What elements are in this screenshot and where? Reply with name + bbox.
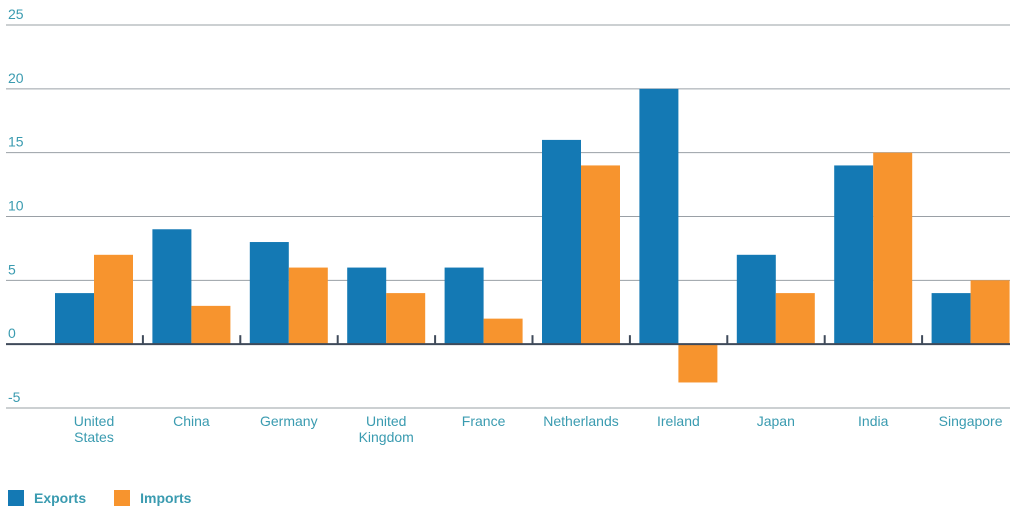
- bar-exports: [347, 267, 387, 345]
- x-tick-label: France: [462, 413, 506, 429]
- y-tick-label: -5: [8, 389, 21, 405]
- bar-exports: [931, 293, 971, 345]
- legend-label-imports: Imports: [140, 490, 192, 506]
- y-tick-label: 15: [8, 134, 24, 150]
- bar-exports: [152, 229, 192, 345]
- x-tick-label: Kingdom: [359, 429, 414, 445]
- legend-item-imports: Imports: [114, 490, 191, 506]
- y-tick-label: 25: [8, 6, 24, 22]
- y-tick-label: 5: [8, 261, 16, 277]
- bar-exports: [736, 254, 776, 345]
- bar-exports: [444, 267, 484, 345]
- legend-swatch-exports: [8, 490, 24, 506]
- y-tick-label: 0: [8, 325, 16, 341]
- x-tick-label: Japan: [757, 413, 795, 429]
- bar-imports: [775, 293, 815, 345]
- bar-exports: [834, 165, 874, 345]
- legend-item-exports: Exports: [8, 490, 86, 506]
- bar-imports: [288, 267, 328, 345]
- legend-label-exports: Exports: [34, 490, 87, 506]
- bar-exports: [542, 139, 581, 345]
- x-tick-label: India: [858, 413, 889, 429]
- bar-imports: [483, 318, 523, 345]
- bar-imports: [970, 280, 1010, 345]
- bar-imports: [581, 165, 620, 345]
- legend: Exports Imports: [8, 490, 219, 506]
- x-tick-label: Ireland: [657, 413, 700, 429]
- x-tick-label: United: [366, 413, 406, 429]
- x-tick-label: China: [173, 413, 210, 429]
- y-tick-label: 20: [8, 70, 24, 86]
- bar-imports: [94, 254, 133, 345]
- x-tick-label: United: [74, 413, 114, 429]
- bar-imports: [386, 293, 426, 345]
- y-tick-label: 10: [8, 198, 24, 214]
- x-tick-label: Singapore: [939, 413, 1003, 429]
- bar-exports: [249, 242, 289, 345]
- bar-imports: [873, 152, 913, 345]
- bar-exports: [55, 293, 94, 345]
- x-tick-label: Germany: [260, 413, 318, 429]
- legend-swatch-imports: [114, 490, 131, 506]
- bar-imports: [191, 305, 231, 345]
- x-tick-label: States: [74, 429, 114, 445]
- x-tick-label: Netherlands: [543, 413, 619, 429]
- bar-exports: [639, 88, 679, 345]
- bar-imports: [678, 344, 718, 383]
